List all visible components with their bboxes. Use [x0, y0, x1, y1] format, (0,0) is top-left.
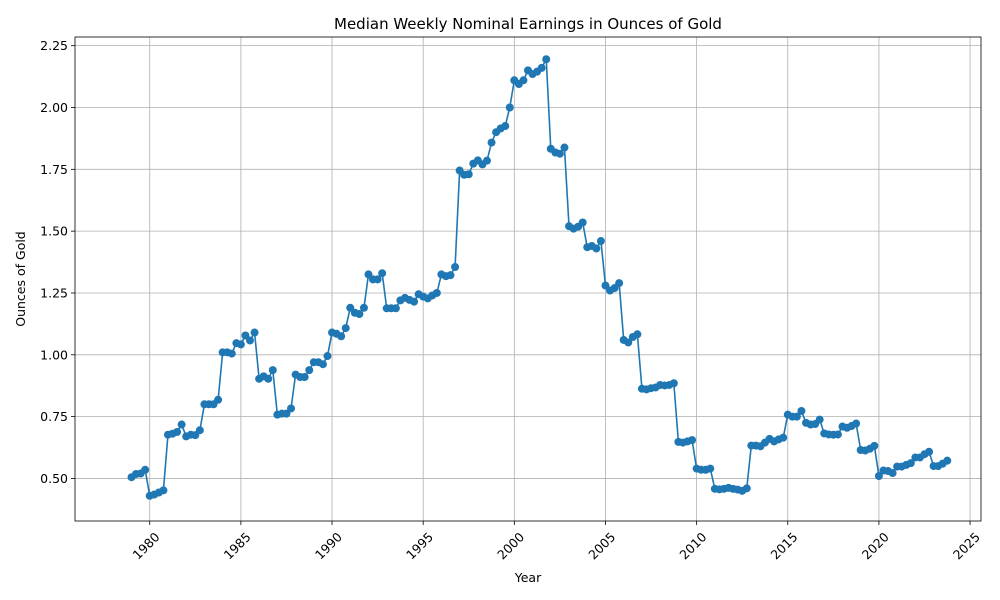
data-point: [592, 244, 601, 253]
data-point: [446, 271, 455, 280]
data-point: [505, 103, 514, 112]
data-point: [482, 156, 491, 165]
data-point: [615, 279, 624, 288]
data-point: [337, 332, 346, 341]
data-point: [177, 420, 186, 429]
y-tick-label: 1.00: [40, 347, 68, 362]
data-point: [578, 218, 587, 227]
data-point: [318, 360, 327, 369]
data-point: [451, 263, 460, 272]
data-point: [815, 415, 824, 424]
data-point: [906, 459, 915, 468]
y-tick-label: 2.00: [40, 100, 68, 115]
data-point: [341, 324, 350, 333]
data-point: [246, 336, 254, 345]
data-point: [236, 340, 245, 349]
data-point: [305, 366, 314, 375]
data-point: [925, 447, 934, 456]
grid-lines: [75, 37, 981, 521]
data-point: [355, 310, 364, 318]
data-point: [487, 138, 496, 147]
y-axis: 0.50 0.75 1.00 1.25 1.50 1.75 2.00 2.25: [40, 38, 75, 486]
data-point: [833, 430, 842, 439]
y-tick-label: 2.25: [40, 38, 68, 53]
data-point: [779, 433, 788, 442]
data-point: [173, 427, 182, 436]
data-point: [391, 304, 400, 313]
data-point: [542, 55, 551, 64]
y-tick-label: 1.75: [40, 162, 68, 177]
data-point: [596, 237, 605, 246]
data-point: [287, 404, 296, 413]
data-point: [159, 486, 168, 495]
data-point: [410, 297, 419, 306]
data-point: [706, 464, 715, 473]
data-point: [852, 419, 861, 428]
data-point: [464, 170, 473, 179]
data-point: [264, 374, 273, 383]
y-tick-label: 0.50: [40, 471, 68, 486]
x-axis-title: Year: [514, 570, 542, 585]
data-point: [300, 373, 309, 382]
data-point: [359, 303, 368, 312]
data-point: [874, 471, 883, 480]
data-point: [373, 275, 382, 284]
y-tick-label: 1.50: [40, 224, 68, 239]
series-layer: [127, 55, 952, 500]
data-point: [633, 330, 642, 339]
data-point: [227, 349, 236, 358]
data-point: [432, 288, 441, 297]
data-point: [870, 441, 879, 450]
data-point: [378, 269, 387, 278]
data-point: [282, 409, 291, 418]
data-point: [214, 395, 223, 404]
data-point: [250, 328, 259, 337]
data-point: [792, 412, 801, 421]
data-point: [501, 122, 510, 131]
data-point: [141, 465, 150, 474]
data-point: [555, 149, 564, 158]
data-point: [742, 484, 751, 493]
data-point: [323, 352, 332, 361]
data-point: [888, 469, 897, 478]
chart-title: Median Weekly Nominal Earnings in Ounces…: [334, 15, 722, 33]
data-point: [624, 338, 633, 347]
data-point: [519, 76, 528, 85]
y-tick-label: 0.75: [40, 409, 68, 424]
data-point: [195, 426, 204, 435]
data-point: [669, 379, 678, 388]
plot-frame: [74, 36, 982, 522]
data-point: [268, 366, 277, 375]
y-axis-title: Ounces of Gold: [13, 231, 28, 327]
data-point: [560, 143, 569, 152]
data-point: [797, 406, 806, 415]
data-point: [688, 436, 697, 445]
data-point: [943, 456, 952, 465]
y-tick-label: 1.25: [40, 285, 68, 300]
data-point: [537, 63, 546, 72]
